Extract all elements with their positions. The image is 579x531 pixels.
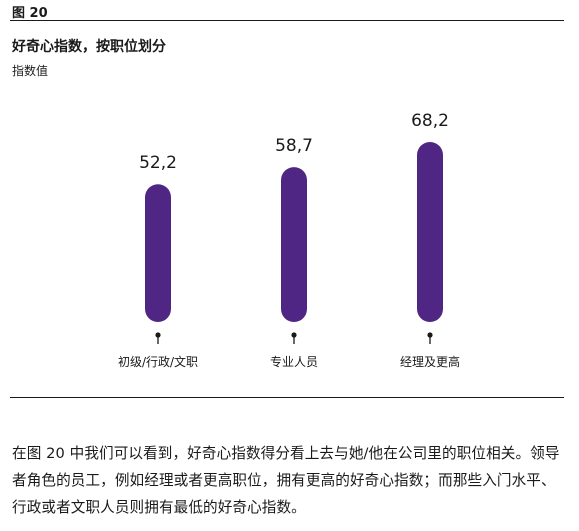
category-label-0: 初级/行政/文职 bbox=[118, 354, 198, 369]
marker-dot-0 bbox=[155, 332, 161, 338]
figure-label: 图 20 bbox=[12, 6, 48, 21]
top-rule bbox=[10, 20, 564, 21]
bar-0 bbox=[145, 184, 171, 322]
category-label-1: 专业人员 bbox=[270, 354, 318, 369]
value-label-0: 52,2 bbox=[139, 153, 177, 173]
chart-title: 好奇心指数，按职位划分 bbox=[12, 39, 166, 55]
marker-dot-1 bbox=[291, 332, 297, 338]
category-label-2: 经理及更高 bbox=[400, 354, 460, 369]
bottom-rule bbox=[10, 397, 564, 398]
marker-dot-2 bbox=[427, 332, 433, 338]
body-paragraph: 在图 20 中我们可以看到，好奇心指数得分看上去与她/他在公司里的职位相关。领导… bbox=[12, 445, 560, 516]
value-label-1: 58,7 bbox=[275, 136, 313, 156]
bar-chart: 52,2 初级/行政/文职 58,7 专业人员 68,2 经理及更高 bbox=[118, 111, 460, 369]
value-label-2: 68,2 bbox=[411, 111, 449, 131]
y-axis-label: 指数值 bbox=[12, 64, 49, 78]
bar-2 bbox=[417, 142, 443, 322]
bar-1 bbox=[281, 167, 307, 322]
